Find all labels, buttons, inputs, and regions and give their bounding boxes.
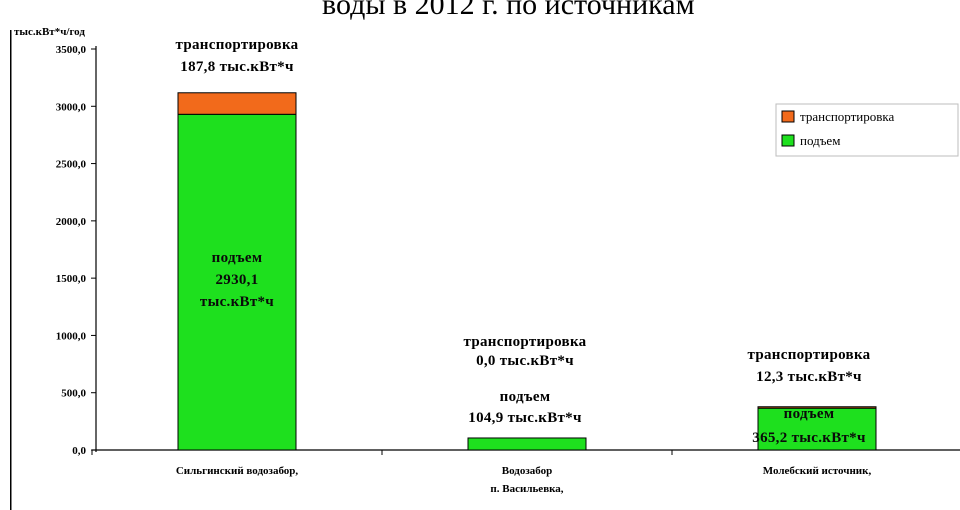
x-category-label: Сильгинский водозабор,	[176, 465, 299, 477]
y-tick-label: 0,0	[72, 445, 86, 457]
y-tick-label: 2500,0	[56, 159, 87, 171]
bar-podem	[467, 437, 587, 451]
data-label: подъем	[500, 389, 551, 405]
y-tick-label: 500,0	[61, 388, 86, 400]
y-tick-label: 3500,0	[56, 44, 87, 56]
left-border-line	[10, 30, 12, 510]
x-category-label: Молебский источник,	[763, 465, 872, 477]
legend-entry-label: транспортировка	[800, 109, 895, 124]
x-category-label: Водозабор	[502, 465, 552, 477]
data-label: 0,0 тыс.кВт*ч	[476, 353, 574, 369]
data-label: 104,9 тыс.кВт*ч	[468, 410, 582, 426]
y-tick-label: 3000,0	[56, 101, 87, 113]
legend-swatch	[781, 134, 795, 147]
y-axis-label: тыс.кВт*ч/год	[14, 26, 85, 38]
page-title-fragment: воды в 2012 г. по источникам	[322, 0, 695, 21]
legend-entry-label: подъем	[800, 133, 840, 148]
y-tick-label: 1000,0	[56, 330, 87, 342]
data-label: транспортировка	[464, 334, 587, 350]
legend-swatch	[781, 110, 795, 123]
data-label: подъем	[212, 250, 263, 266]
data-label: транспортировка	[748, 347, 871, 363]
data-label: 187,8 тыс.кВт*ч	[180, 59, 294, 75]
data-label: 365,2 тыс.кВт*ч	[752, 430, 866, 446]
data-label: тыс.кВт*ч	[200, 294, 274, 310]
legend: транспортировка подъем	[775, 103, 959, 157]
axes: 0,0 500,0 1000,0 1500,0 2000,0 2500,0 3000,0 35…	[56, 44, 960, 495]
data-label: 2930,1	[215, 272, 258, 288]
data-annotations: транспортировка 187,8 тыс.кВт*ч подъем 2930…	[176, 37, 871, 446]
data-label: подъем	[784, 406, 835, 422]
data-label: 12,3 тыс.кВт*ч	[756, 369, 862, 385]
bar-podem	[757, 407, 877, 451]
bar-transportirovka	[177, 92, 297, 115]
bar-podem	[177, 113, 297, 451]
y-tick-label: 1500,0	[56, 273, 87, 285]
bar-transportirovka	[757, 406, 877, 409]
bars	[177, 92, 877, 451]
x-category-label: п. Васильевка,	[490, 483, 563, 495]
y-tick-label: 2000,0	[56, 216, 87, 228]
legend-box	[775, 103, 959, 157]
data-label: транспортировка	[176, 37, 299, 53]
